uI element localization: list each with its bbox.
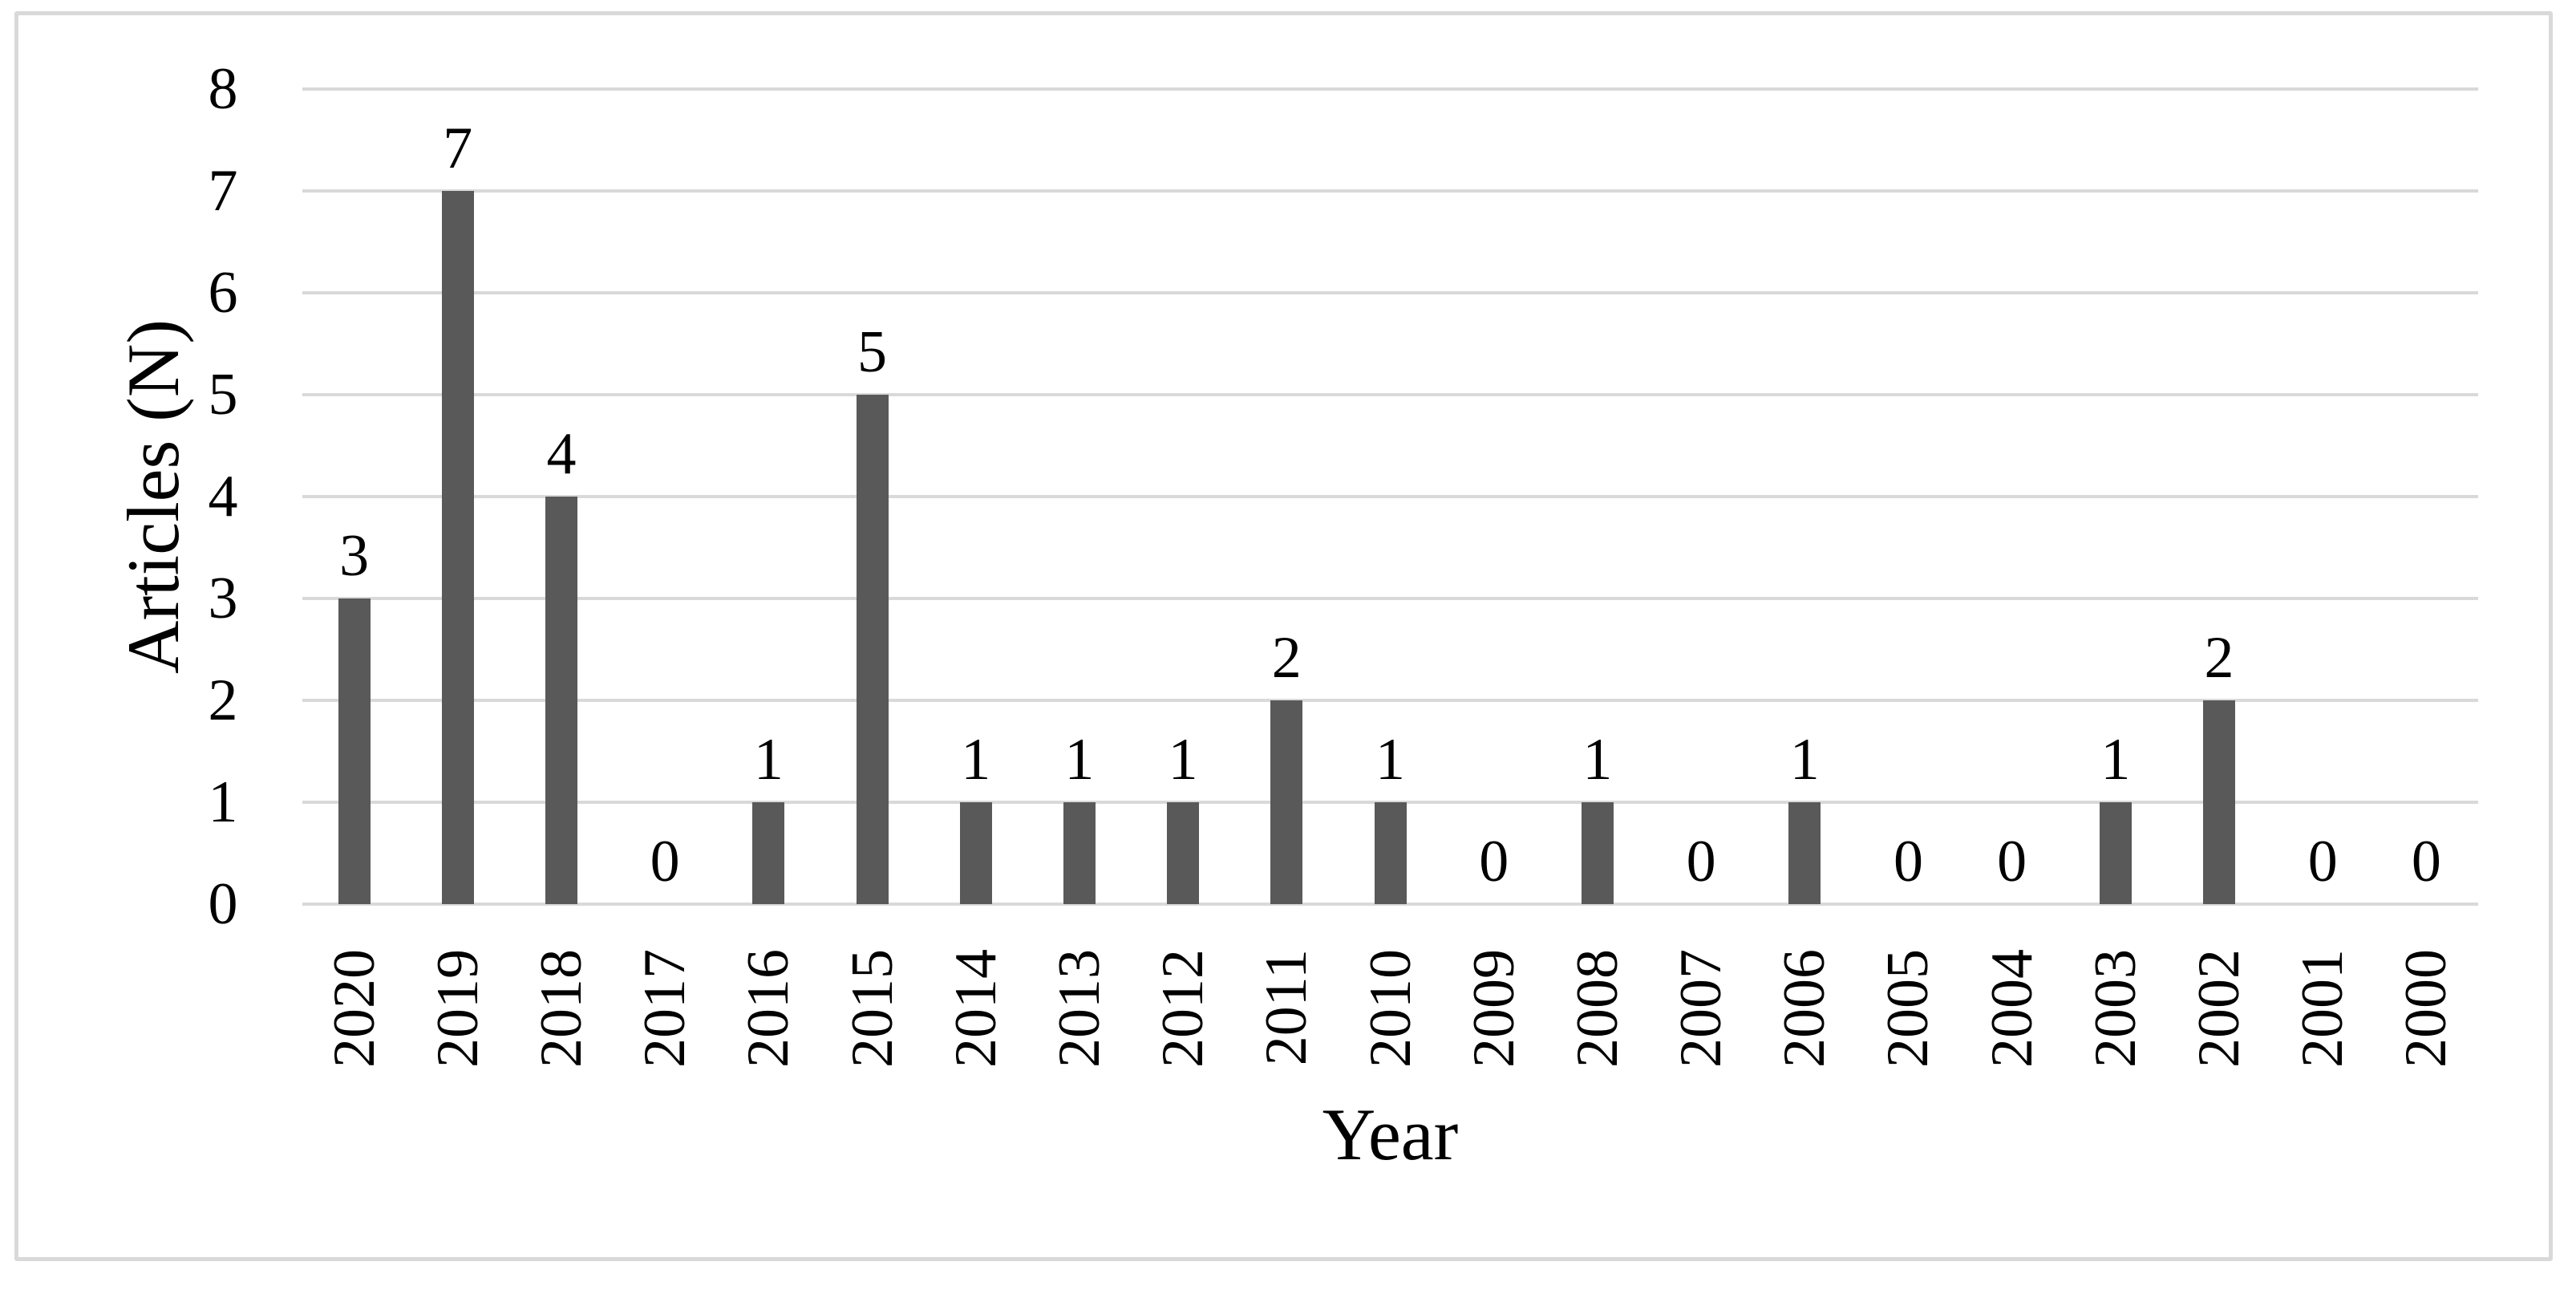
chart-frame-border (14, 11, 2553, 1261)
y-tick-label-4: 4 (208, 464, 238, 529)
x-tick-label-2011: 2011 (1254, 949, 1320, 1066)
x-tick-label-2003: 2003 (2082, 949, 2149, 1068)
bar-2013 (1063, 802, 1096, 904)
x-tick-label-2018: 2018 (528, 949, 594, 1068)
x-tick-label-2017: 2017 (632, 949, 699, 1068)
data-label-2000: 0 (2411, 829, 2441, 894)
data-label-2017: 0 (650, 829, 680, 894)
x-tick-label-2008: 2008 (1564, 949, 1630, 1068)
x-tick-label-2007: 2007 (1668, 949, 1735, 1068)
bar-2012 (1167, 802, 1200, 904)
bar-2008 (1581, 802, 1614, 904)
x-tick-label-2004: 2004 (1979, 949, 2045, 1068)
data-label-2005: 0 (1893, 829, 1923, 894)
data-label-2010: 1 (1375, 727, 1405, 793)
x-tick-label-2002: 2002 (2186, 949, 2253, 1068)
y-tick-label-5: 5 (208, 362, 238, 428)
bar-2011 (1270, 700, 1303, 904)
bar-2014 (959, 802, 992, 904)
y-tick-label-7: 7 (208, 158, 238, 224)
data-label-2018: 4 (546, 421, 577, 487)
data-label-2004: 0 (1997, 829, 2027, 894)
bar-2006 (1788, 802, 1821, 904)
bar-2015 (856, 395, 889, 904)
x-tick-label-2006: 2006 (1772, 949, 1838, 1068)
data-label-2001: 0 (2307, 829, 2338, 894)
plot-area: 3 2020 7 2019 4 2018 0 2017 1 2016 5 2015 1 2014 1 2013… (302, 0, 2478, 1290)
y-tick-label-8: 8 (208, 56, 238, 122)
y-tick-label-2: 2 (208, 667, 238, 733)
data-label-2013: 1 (1064, 727, 1095, 793)
x-tick-label-2001: 2001 (2290, 949, 2356, 1068)
x-tick-label-2012: 2012 (1150, 949, 1217, 1068)
gridline-y5 (302, 393, 2478, 396)
bar-2010 (1374, 802, 1407, 904)
x-tick-label-2010: 2010 (1357, 949, 1424, 1068)
data-label-2020: 3 (339, 523, 370, 589)
bar-2019 (441, 191, 474, 904)
y-tick-label-0: 0 (208, 871, 238, 937)
x-tick-label-2015: 2015 (839, 949, 905, 1068)
gridline-y6 (302, 291, 2478, 294)
data-label-2012: 1 (1168, 727, 1198, 793)
gridline-y8 (302, 87, 2478, 91)
bar-2016 (752, 802, 785, 904)
gridline-y3 (302, 597, 2478, 600)
y-tick-label-1: 1 (208, 769, 238, 835)
data-label-2011: 2 (1271, 625, 1302, 691)
y-tick-label-6: 6 (208, 260, 238, 326)
data-label-2016: 1 (753, 727, 784, 793)
data-label-2003: 1 (2100, 727, 2131, 793)
x-tick-label-2019: 2019 (424, 949, 491, 1068)
x-tick-label-2005: 2005 (1875, 949, 1942, 1068)
gridline-y0 (302, 903, 2478, 906)
data-label-2009: 0 (1479, 829, 1509, 894)
x-tick-label-2013: 2013 (1046, 949, 1112, 1068)
gridline-y2 (302, 699, 2478, 702)
x-tick-label-2014: 2014 (942, 949, 1009, 1068)
gridline-y4 (302, 495, 2478, 498)
y-tick-label-3: 3 (208, 566, 238, 631)
data-label-2002: 2 (2204, 625, 2234, 691)
data-label-2007: 0 (1686, 829, 1716, 894)
data-label-2006: 1 (1789, 727, 1820, 793)
bar-2003 (2099, 802, 2132, 904)
x-tick-label-2000: 2000 (2393, 949, 2460, 1068)
x-tick-label-2009: 2009 (1460, 949, 1527, 1068)
bar-2020 (338, 598, 371, 904)
bar-2018 (545, 497, 577, 904)
gridline-y7 (302, 189, 2478, 193)
x-tick-label-2016: 2016 (735, 949, 802, 1068)
data-label-2008: 1 (1582, 727, 1613, 793)
x-tick-label-2020: 2020 (321, 949, 387, 1068)
data-label-2015: 5 (857, 319, 888, 385)
data-label-2019: 7 (443, 116, 473, 181)
data-label-2014: 1 (961, 727, 991, 793)
x-axis-title: Year (1322, 1093, 1459, 1175)
bar-2002 (2203, 700, 2236, 904)
